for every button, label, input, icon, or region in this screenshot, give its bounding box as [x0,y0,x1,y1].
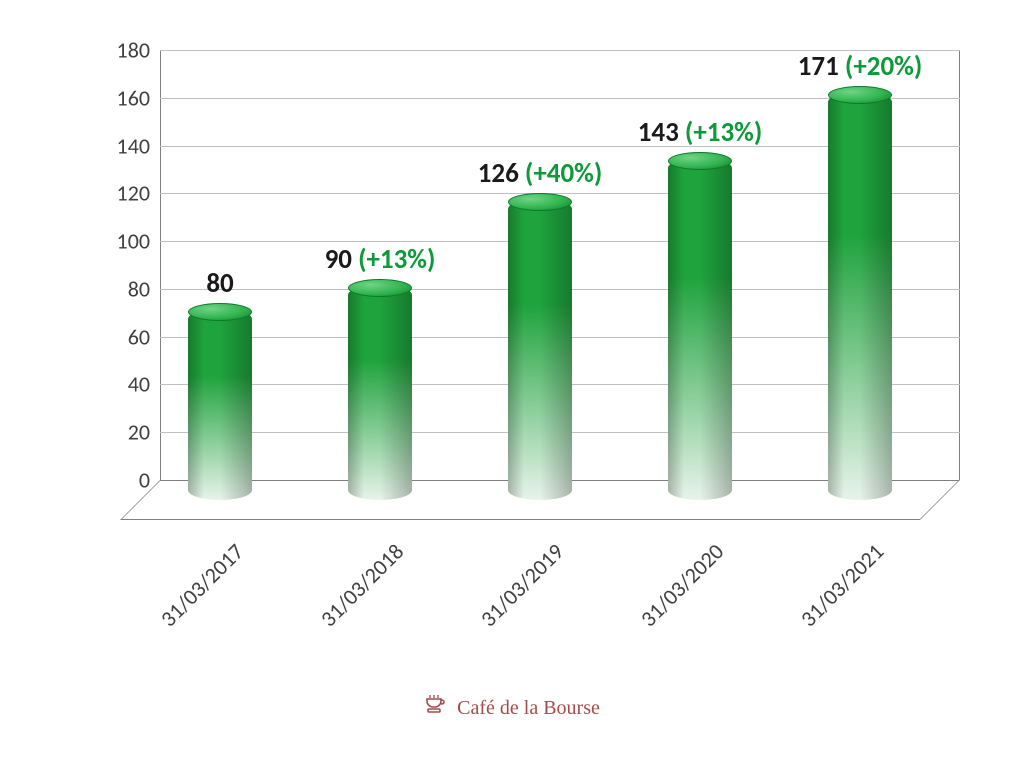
cup-icon [424,695,446,721]
bar-data-label: 126 (+40%) [478,157,603,190]
bar-body [348,285,412,500]
y-tick-label: 20 [100,419,150,446]
x-tick-label: 31/03/2019 [451,538,569,656]
y-tick-label: 60 [100,323,150,350]
bar-value-label: 80 [206,267,233,300]
bar-body [828,92,892,501]
bar-value-label: 126 [478,157,519,190]
bar-top [188,303,252,321]
bar [828,92,892,501]
y-tick-label: 100 [100,228,150,255]
bar-top [508,193,572,211]
bar [508,199,572,500]
bar-top [828,86,892,104]
bar-body [188,309,252,500]
logo: Café de la Bourse [0,695,1024,721]
bar-top [348,279,412,297]
bar-data-label: 90 (+13%) [325,243,436,276]
bar [188,309,252,500]
bar-body [668,158,732,500]
y-tick-label: 160 [100,84,150,111]
bar-chart: 0204060801001201401601808031/03/201790 (… [60,20,990,640]
bar-body [508,199,572,500]
bar-data-label: 143 (+13%) [638,116,763,149]
bar-value-label: 171 [798,50,839,83]
plot-area: 0204060801001201401601808031/03/201790 (… [160,50,960,520]
y-tick-label: 140 [100,132,150,159]
bar-value-label: 143 [638,116,679,149]
bar [668,158,732,500]
bar-data-label: 80 [206,267,233,300]
bar [348,285,412,500]
x-tick-label: 31/03/2020 [611,538,729,656]
bar-pct-label: (+13%) [685,116,762,149]
bar-pct-label: (+40%) [525,157,602,190]
y-tick-label: 0 [100,467,150,494]
logo-text: Café de la Bourse [457,697,600,720]
bar-pct-label: (+13%) [358,243,435,276]
bar-value-label: 90 [325,243,352,276]
x-tick-label: 31/03/2021 [771,538,889,656]
y-tick-label: 120 [100,180,150,207]
x-tick-label: 31/03/2017 [131,538,249,656]
y-tick-label: 80 [100,275,150,302]
x-tick-label: 31/03/2018 [291,538,409,656]
y-tick-label: 40 [100,371,150,398]
y-tick-label: 180 [100,37,150,64]
bar-pct-label: (+20%) [845,50,922,83]
bar-data-label: 171 (+20%) [798,50,923,83]
